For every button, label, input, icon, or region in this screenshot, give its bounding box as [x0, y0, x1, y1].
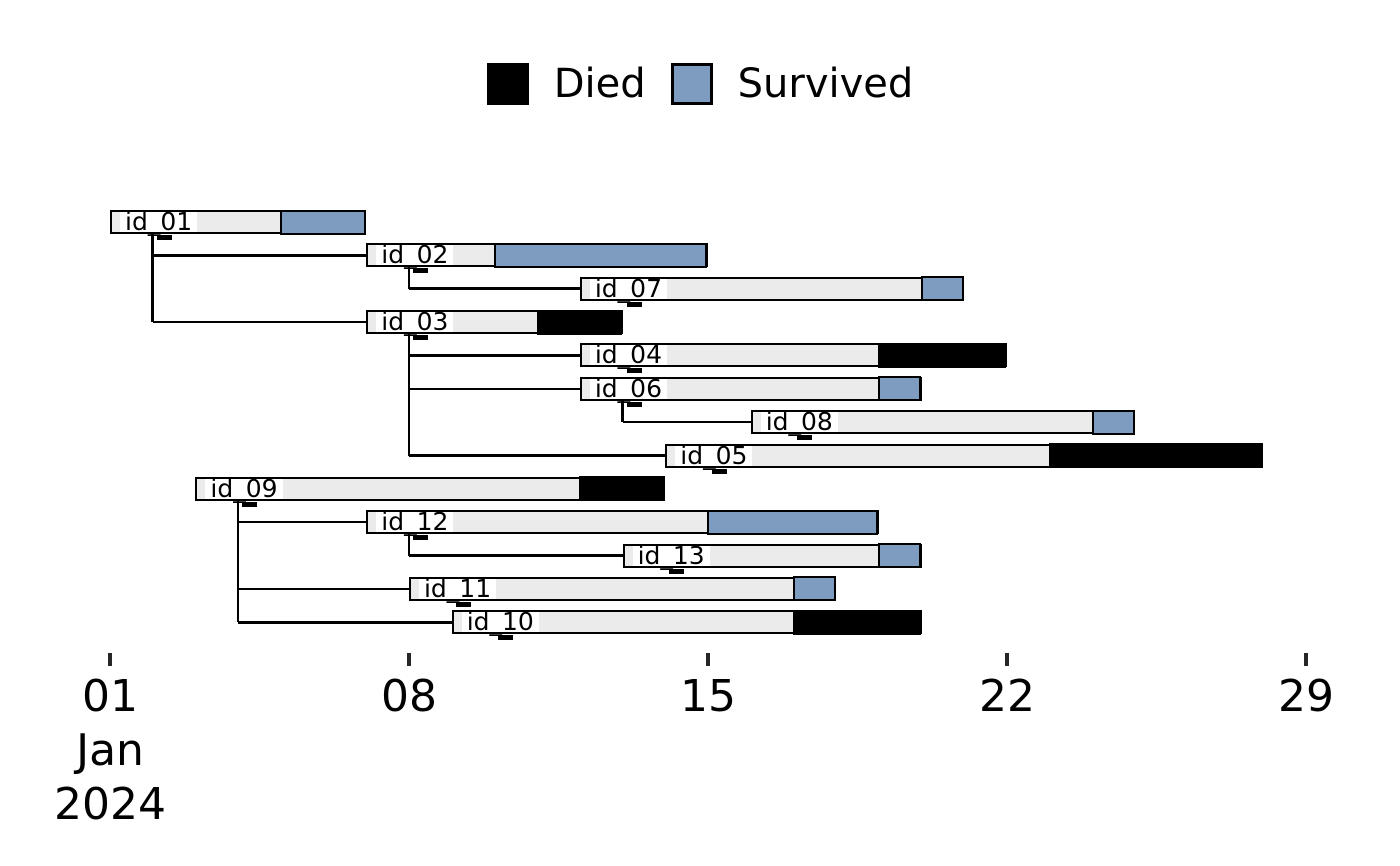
- legend: Died Survived: [0, 62, 1400, 106]
- transmission-link-id_12-to-id_13: [408, 554, 623, 557]
- onset-tick-id_05: [711, 468, 727, 474]
- timeline-bar-id_13: id_13: [622, 543, 922, 569]
- transmission-link-vertical-id_03: [407, 334, 411, 456]
- bar-label-id_02: id_02: [376, 242, 454, 267]
- legend-label-died: Died: [553, 61, 646, 107]
- onset-tick-id_08: [797, 435, 813, 441]
- outcome-segment-survived: [878, 376, 922, 402]
- bar-label-id_10: id_10: [461, 609, 539, 634]
- onset-tick-id_13: [669, 568, 685, 574]
- onset-tick-id_09: [242, 501, 258, 507]
- onset-tick-id_12: [412, 535, 428, 541]
- timeline-bar-id_04: id_04: [579, 342, 1007, 368]
- onset-tick-id_11: [455, 601, 471, 607]
- timeline-bar-id_10: id_10: [451, 609, 922, 635]
- transmission-link-vertical-id_01: [151, 234, 154, 323]
- bar-label-id_04: id_04: [589, 342, 667, 367]
- timeline-bar-id_07: id_07: [579, 276, 965, 302]
- onset-tick-id_03: [412, 335, 428, 341]
- legend-swatch-survived-icon: [670, 63, 713, 105]
- transmission-link-id_02-to-id_07: [408, 287, 580, 290]
- timeline-bar-id_05: id_05: [665, 443, 1264, 469]
- bar-label-id_06: id_06: [589, 376, 667, 401]
- transmission-link-vertical-id_09: [236, 500, 240, 623]
- outcome-segment-died: [1049, 443, 1263, 469]
- bar-label-id_03: id_03: [376, 309, 454, 334]
- transmission-link-id_03-to-id_05: [408, 454, 666, 457]
- outcome-segment-survived: [921, 276, 964, 302]
- onset-tick-id_01: [156, 235, 172, 240]
- timeline-bar-id_11: id_11: [408, 576, 837, 602]
- transmission-link-id_09-to-id_12: [238, 520, 367, 524]
- transmission-link-id_01-to-id_02: [152, 254, 367, 257]
- axis-tick-mark-29: [1303, 653, 1308, 666]
- transmission-link-vertical-id_06: [621, 400, 624, 423]
- bar-label-id_08: id_08: [760, 409, 838, 434]
- transmission-link-id_03-to-id_06: [408, 387, 580, 391]
- transmission-link-id_06-to-id_08: [622, 420, 751, 424]
- bar-label-id_09: id_09: [205, 476, 283, 501]
- outcome-segment-survived: [1091, 409, 1135, 435]
- outcome-segment-survived: [280, 209, 366, 235]
- transmission-link-vertical-id_12: [407, 534, 411, 556]
- outcome-segment-survived: [493, 242, 708, 268]
- legend-swatch-died-icon: [486, 63, 529, 105]
- transmission-link-id_01-to-id_03: [152, 320, 367, 324]
- timeline-bar-id_12: id_12: [366, 509, 879, 535]
- axis-tick-label-29: 29: [1277, 671, 1334, 722]
- axis-tick-mark-08: [406, 653, 411, 666]
- axis-tick-mark-15: [705, 653, 710, 666]
- onset-tick-id_10: [498, 635, 514, 641]
- axis-tick-label-01: 01 Jan 2024: [54, 671, 166, 830]
- outcome-segment-survived: [792, 576, 836, 602]
- legend-label-survived: Survived: [737, 61, 914, 107]
- timeline-bar-id_03: id_03: [366, 309, 623, 335]
- outcome-segment-died: [536, 309, 623, 335]
- axis-tick-mark-01: [108, 653, 112, 666]
- transmission-link-id_09-to-id_10: [238, 621, 452, 624]
- axis-tick-label-22: 22: [978, 671, 1035, 722]
- outcome-segment-survived: [707, 509, 879, 535]
- bar-label-id_05: id_05: [675, 443, 753, 468]
- outcome-segment-died: [792, 609, 922, 635]
- bar-label-id_13: id_13: [632, 543, 710, 568]
- outcome-segment-died: [878, 342, 1007, 368]
- timeline-bar-id_09: id_09: [195, 476, 666, 502]
- outcome-segment-died: [579, 476, 665, 502]
- axis-tick-mark-22: [1004, 653, 1009, 666]
- bar-label-id_07: id_07: [589, 276, 667, 301]
- onset-tick-id_02: [412, 268, 428, 274]
- axis-tick-label-08: 08: [380, 671, 437, 722]
- onset-tick-id_07: [626, 301, 642, 307]
- transmission-link-vertical-id_02: [407, 267, 411, 289]
- bar-label-id_12: id_12: [376, 509, 454, 534]
- bar-label-id_11: id_11: [418, 576, 497, 601]
- transmission-link-id_03-to-id_04: [408, 354, 580, 357]
- transmission-link-id_09-to-id_11: [238, 587, 409, 591]
- timeline-bar-id_01: id_01: [110, 209, 367, 235]
- timeline-bar-id_06: id_06: [579, 376, 922, 402]
- bar-label-id_01: id_01: [120, 209, 198, 234]
- timeline-bar-id_08: id_08: [750, 409, 1136, 435]
- onset-tick-id_04: [626, 368, 642, 374]
- outcome-segment-survived: [878, 543, 922, 569]
- onset-tick-id_06: [626, 401, 642, 407]
- axis-tick-label-15: 15: [679, 671, 736, 722]
- timeline-bar-id_02: id_02: [366, 242, 708, 268]
